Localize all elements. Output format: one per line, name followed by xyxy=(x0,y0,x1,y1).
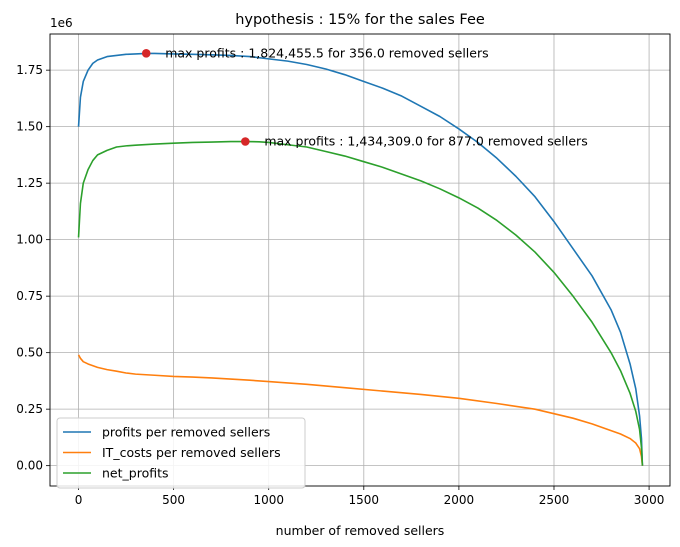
y-tick-label: 1.00 xyxy=(16,233,43,247)
legend-label-3: net_profits xyxy=(102,466,169,481)
max-point-marker-2 xyxy=(241,137,250,146)
y-offset-label: 1e6 xyxy=(50,16,73,30)
legend-box xyxy=(56,417,306,489)
legend-label-2: IT_costs per removed sellers xyxy=(102,445,281,460)
x-tick-label: 2500 xyxy=(539,493,570,507)
y-tick-label: 0.75 xyxy=(16,289,43,303)
y-axis-ticks: 0.00 0.25 0.50 0.75 1.00 1.25 1.50 1.75 xyxy=(16,63,50,473)
x-tick-label: 1500 xyxy=(349,493,380,507)
y-tick-label: 0.00 xyxy=(16,459,43,473)
x-tick-label: 500 xyxy=(162,493,185,507)
x-tick-label: 3000 xyxy=(634,493,665,507)
max-annotation-2: max profits : 1,434,309.0 for 877.0 remo… xyxy=(264,134,587,149)
marker-layer xyxy=(141,49,250,146)
y-tick-label: 1.75 xyxy=(16,63,43,77)
x-tick-label: 1000 xyxy=(253,493,284,507)
series-line-3 xyxy=(77,140,644,466)
plot-frame xyxy=(49,33,671,487)
x-axis-label: number of removed sellers xyxy=(276,523,445,538)
y-tick-label: 1.50 xyxy=(16,120,43,134)
x-axis-ticks: 0 500 1000 1500 2000 2500 3000 xyxy=(75,486,665,507)
series-line-1 xyxy=(77,52,644,466)
legend: profits per removed sellers IT_costs per … xyxy=(56,417,306,489)
y-tick-label: 1.25 xyxy=(16,176,43,190)
y-tick-label: 0.25 xyxy=(16,402,43,416)
y-tick-label: 0.50 xyxy=(16,346,43,360)
max-point-marker-1 xyxy=(141,49,151,58)
legend-label-1: profits per removed sellers xyxy=(102,425,270,440)
series-layer xyxy=(77,52,644,466)
series-line-2 xyxy=(77,354,644,466)
plot-background xyxy=(50,34,670,486)
x-tick-label: 0 xyxy=(75,493,83,507)
x-tick-label: 2000 xyxy=(444,493,475,507)
grid xyxy=(50,34,670,486)
annotation-layer: max profits : 1,824,455.5 for 356.0 remo… xyxy=(165,45,587,148)
max-annotation-1: max profits : 1,824,455.5 for 356.0 remo… xyxy=(165,45,488,60)
chart-title: hypothesis : 15% for the sales Fee xyxy=(235,12,485,28)
